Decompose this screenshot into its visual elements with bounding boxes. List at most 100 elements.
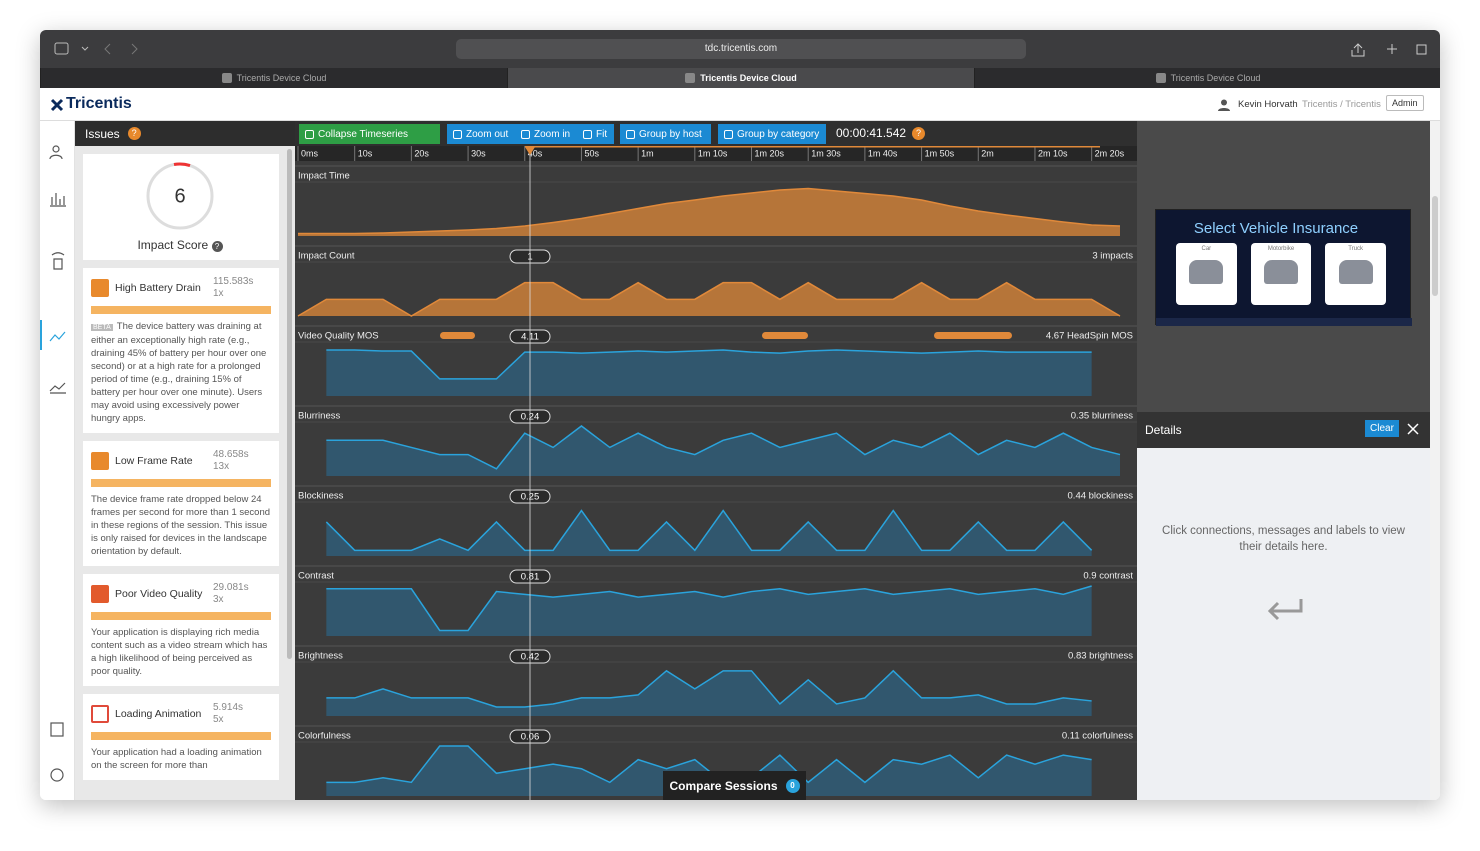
track-name: Contrast <box>298 571 334 582</box>
user-name[interactable]: Kevin Horvath <box>1238 99 1298 110</box>
issue-duration: 5.914s <box>213 702 244 713</box>
help-icon[interactable]: ? <box>127 127 141 140</box>
issue-meta: 5.914s 5x <box>213 702 243 726</box>
option-image <box>1189 260 1224 284</box>
ruler-label: 40s <box>528 148 543 158</box>
toolbar-button[interactable]: Group by host <box>620 124 711 144</box>
sidebar-toggle[interactable] <box>54 42 69 55</box>
analytics-icon[interactable] <box>50 193 66 207</box>
timeline: 0ms 10s 20s 30s 40s 50s 1m 1m 10s 1m 20s 1m 30s 1m… <box>295 121 1137 800</box>
score-help[interactable]: ? <box>211 241 223 252</box>
issue-meta: 115.583s 1x <box>213 276 253 300</box>
issue-meta: 48.658s 13x <box>213 449 249 473</box>
current-time: 00:00:41.542 <box>836 126 907 140</box>
app-header: Tricentis Kevin Horvath Tricentis / Tric… <box>40 88 1440 121</box>
issue-count: 13x <box>213 461 230 472</box>
scroll-thumb[interactable] <box>1432 196 1438 296</box>
icon-sidebar: vlocal <box>40 121 75 800</box>
page-scrollbar[interactable] <box>1430 121 1440 800</box>
toolbar-button[interactable]: Zoom out <box>447 124 515 144</box>
issue-card[interactable]: Loading Animation 5.914s 5x Your applicatio… <box>83 694 279 780</box>
issue-card[interactable]: Low Frame Rate 48.658s 13x The device frame… <box>83 441 279 566</box>
nav-icons <box>54 42 138 55</box>
time-help[interactable]: ? <box>912 127 925 140</box>
browser-actions <box>1351 43 1427 57</box>
tab-title: Tricentis Device Cloud <box>700 73 797 83</box>
issue-meta: 29.081s 3x <box>213 582 249 606</box>
quality-marker[interactable] <box>440 332 475 339</box>
description-text: Your application is displaying rich medi… <box>91 627 268 677</box>
device-option[interactable]: Truck <box>1325 243 1387 305</box>
users-icon[interactable] <box>49 145 63 160</box>
ruler-label: 50s <box>584 148 599 158</box>
quality-marker[interactable] <box>934 332 1012 339</box>
device-option[interactable]: Motorbike <box>1250 243 1312 305</box>
option-label: Motorbike <box>1267 246 1295 252</box>
close-button[interactable] <box>1407 423 1419 435</box>
sidebar-icons <box>40 145 66 782</box>
performance-icon[interactable] <box>49 331 66 342</box>
device-nav <box>1156 318 1412 326</box>
track-max-label: 0.11 colorfulness <box>1062 731 1133 742</box>
toolbar-button[interactable]: Collapse Timeseries <box>299 124 440 144</box>
issue-icon <box>91 705 109 723</box>
tab-title: Tricentis Device Cloud <box>236 73 327 83</box>
button-label: Zoom in <box>534 128 571 140</box>
toolbar-button[interactable]: Group by category <box>718 124 826 144</box>
issue-name: Low Frame Rate <box>115 455 193 467</box>
button-label: Group by host <box>639 128 702 140</box>
role-badge: Admin <box>1386 95 1424 111</box>
device-icon[interactable] <box>51 252 65 270</box>
toolbar-button[interactable]: Fit <box>577 124 614 144</box>
return-icon <box>1267 599 1303 621</box>
issue-card[interactable]: Poor Video Quality 29.081s 3x Your applicat… <box>83 574 279 686</box>
copyright-icon[interactable] <box>50 768 64 782</box>
track-max-label: 4.67 HeadSpin MOS <box>1046 331 1133 342</box>
browser-tab[interactable]: Tricentis Device Cloud <box>974 68 1440 88</box>
issue-card[interactable]: High Battery Drain 115.583s 1x BETA The devi… <box>83 268 279 433</box>
toolbar-button[interactable]: Zoom in <box>515 124 577 144</box>
button-icon <box>724 129 733 139</box>
browser-toolbar: tdc.tricentis.com <box>40 30 1440 68</box>
track-line <box>297 281 1121 317</box>
track-area <box>326 510 1092 556</box>
score-label-row: Impact Score ? <box>83 238 277 252</box>
issue-row: Low Frame Rate 48.658s 13x <box>91 449 271 473</box>
tab-icon <box>221 73 232 83</box>
browser-window: tdc.tricentis.com Tricentis Device Cloud… <box>40 30 1440 800</box>
dropdown[interactable] <box>81 46 89 51</box>
track-max-label: 0.83 brightness <box>1068 651 1133 662</box>
score-gauge: 6 <box>146 162 214 230</box>
trends-icon[interactable] <box>49 382 66 394</box>
tabs-icon[interactable] <box>1416 44 1427 55</box>
share-icon[interactable] <box>1351 43 1365 57</box>
issue-duration: 48.658s <box>213 449 249 460</box>
compare-count: 0 <box>785 778 800 793</box>
quality-marker[interactable] <box>762 332 808 339</box>
browser-tab[interactable]: Tricentis Device Cloud <box>507 68 974 88</box>
compare-sessions[interactable]: Compare Sessions 0 <box>663 771 806 800</box>
docs-icon[interactable] <box>50 722 64 737</box>
scrollbar[interactable] <box>287 149 292 659</box>
tab-icon <box>1155 73 1166 83</box>
back-forward[interactable] <box>104 43 138 55</box>
description-text: The device frame rate dropped below 24 f… <box>91 494 271 557</box>
track-line <box>326 669 1092 708</box>
track-name: Brightness <box>298 651 343 662</box>
device-options: Car Motorbike Truck <box>1176 243 1387 305</box>
device-option[interactable]: Car <box>1176 243 1237 305</box>
button-label: Group by category <box>737 128 820 140</box>
address-bar[interactable]: tdc.tricentis.com <box>456 39 1026 59</box>
logo[interactable]: Tricentis <box>66 95 132 112</box>
playhead-handle[interactable] <box>525 147 535 155</box>
new-tab-icon[interactable] <box>1387 44 1397 54</box>
track-max-label: 3 impacts <box>1092 251 1133 262</box>
issue-description: The device frame rate dropped below 24 f… <box>91 493 271 558</box>
issue-bar <box>91 612 271 620</box>
browser-tab[interactable]: Tricentis Device Cloud <box>40 68 507 88</box>
ruler-label: 10s <box>358 148 373 158</box>
clear-button[interactable]: Clear <box>1365 420 1399 437</box>
ruler-label: 1m 50s <box>925 148 955 158</box>
button-icon <box>521 129 530 139</box>
track-name: Video Quality MOS <box>298 331 379 342</box>
